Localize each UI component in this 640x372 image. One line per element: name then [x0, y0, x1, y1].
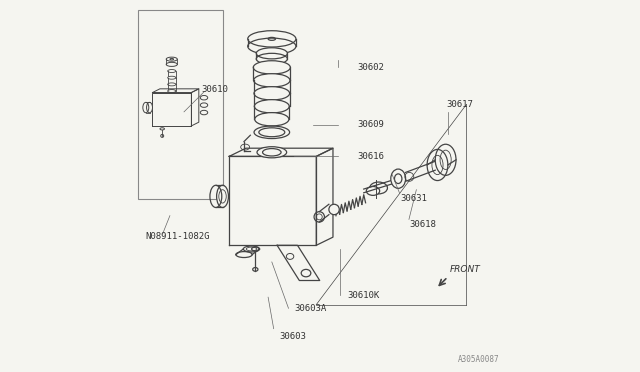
Text: 30602: 30602: [357, 63, 384, 72]
Bar: [138, 10, 223, 199]
Ellipse shape: [248, 31, 296, 47]
Text: 30618: 30618: [409, 221, 436, 230]
Text: FRONT: FRONT: [450, 265, 481, 274]
Ellipse shape: [168, 83, 176, 86]
Ellipse shape: [435, 144, 456, 175]
Text: 30610K: 30610K: [348, 291, 380, 300]
Ellipse shape: [253, 61, 291, 74]
Ellipse shape: [243, 246, 260, 252]
Text: 30617: 30617: [446, 100, 473, 109]
Ellipse shape: [147, 102, 152, 113]
Ellipse shape: [257, 147, 287, 158]
Ellipse shape: [255, 113, 289, 126]
Ellipse shape: [256, 48, 287, 59]
Ellipse shape: [255, 100, 289, 113]
Text: 30610: 30610: [202, 85, 228, 94]
Ellipse shape: [370, 182, 387, 194]
Ellipse shape: [166, 57, 177, 61]
Text: A305A0087: A305A0087: [458, 355, 500, 364]
Ellipse shape: [254, 87, 290, 100]
Ellipse shape: [216, 185, 228, 208]
Text: 30631: 30631: [401, 195, 428, 203]
Text: 30603A: 30603A: [294, 304, 326, 313]
Text: 30616: 30616: [357, 152, 384, 161]
Ellipse shape: [366, 186, 380, 195]
Ellipse shape: [391, 169, 406, 188]
Ellipse shape: [168, 90, 176, 93]
Text: 30603: 30603: [279, 331, 306, 341]
Ellipse shape: [253, 74, 290, 87]
Ellipse shape: [168, 70, 176, 73]
Ellipse shape: [168, 76, 176, 79]
Text: 30609: 30609: [357, 121, 384, 129]
Text: N08911-1082G: N08911-1082G: [146, 231, 211, 241]
Ellipse shape: [329, 204, 339, 215]
